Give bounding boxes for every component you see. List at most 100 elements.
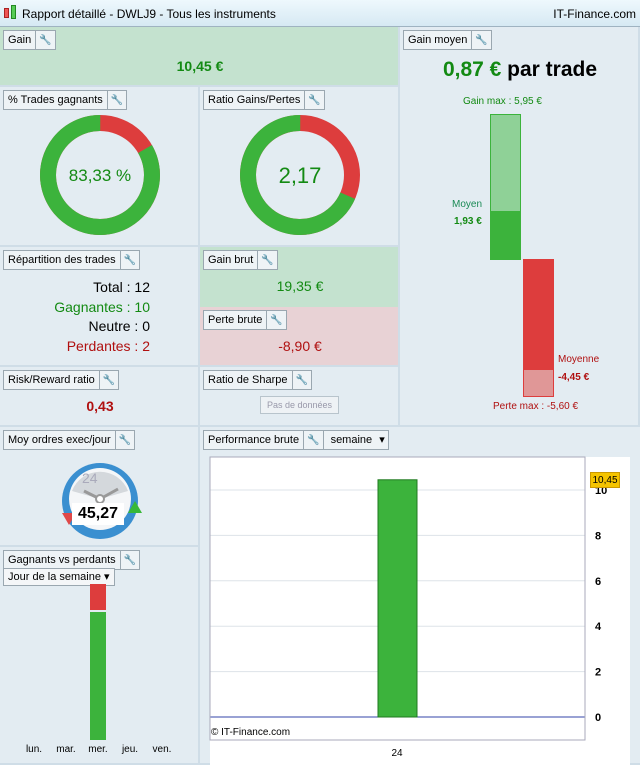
gain-moyen-label: Gain moyen [408, 34, 468, 46]
repartition-panel: Répartition des trades 🔧 Total : 12 Gagna… [0, 247, 200, 367]
donut-win [240, 115, 360, 235]
pct-trades-value: 83,33 % [68, 166, 132, 185]
period-select[interactable]: semaine ▾ [322, 431, 388, 449]
donut-win [40, 115, 160, 236]
wrench-icon[interactable]: 🔧 [98, 371, 118, 389]
winning-trades: Gagnantes : 10 [54, 298, 150, 315]
ratio-donut [240, 115, 360, 235]
period-select-value: semaine [330, 434, 373, 446]
x-tick-label: 24 [391, 748, 403, 759]
moyenne-label: Moyenne [558, 354, 600, 365]
gain-brut-header: Gain brut 🔧 [203, 250, 278, 270]
sharpe-header: Ratio de Sharpe 🔧 [203, 370, 312, 390]
moyen-value: 1,93 € [454, 216, 482, 227]
wrench-icon[interactable]: 🔧 [119, 251, 139, 269]
gain-label: Gain [8, 34, 32, 46]
perf-header: Performance brute 🔧 semaine ▾ [203, 430, 389, 450]
loss-bar [90, 584, 106, 610]
day-select-value: Jour de la semaine [8, 571, 101, 583]
wrench-icon[interactable]: 🔧 [266, 311, 285, 329]
gain-moyen-value: 0,87 € [442, 58, 502, 81]
moy-ordres-header: Moy ordres exec/jour 🔧 [3, 430, 136, 450]
last-value-tag: 10,45 [590, 472, 620, 488]
gain-moyen-header: Gain moyen 🔧 [403, 30, 492, 50]
wrench-icon[interactable]: 🔧 [471, 31, 490, 49]
gain-max-bar [490, 114, 521, 212]
gain-max-label: Gain max : 5,95 € [463, 96, 542, 107]
y-tick-label: 8 [595, 530, 601, 542]
gvp-header: Gagnants vs perdants 🔧 [3, 550, 141, 570]
wrench-icon[interactable]: 🔧 [304, 91, 323, 109]
ratio-header: Ratio Gains/Pertes 🔧 [203, 90, 325, 110]
perte-max-label: Perte max : -5,60 € [493, 401, 579, 412]
title-bar: Rapport détaillé - DWLJ9 - Tous les inst… [0, 0, 640, 27]
risk-reward-value: 0,43 [86, 398, 114, 414]
loss-avg-bar [523, 259, 554, 369]
day-select[interactable]: Jour de la semaine ▾ [3, 568, 115, 586]
losing-trades: Perdantes : 2 [66, 337, 150, 354]
pct-trades-header: % Trades gagnants 🔧 [3, 90, 128, 110]
y-tick-label: 10 [595, 485, 607, 497]
y-tick-label: 6 [595, 576, 601, 588]
gain-brut-label: Gain brut [208, 254, 254, 266]
clock-icon [62, 463, 142, 539]
sharpe-label: Ratio de Sharpe [208, 374, 288, 386]
wrench-icon[interactable]: 🔧 [303, 431, 322, 449]
repartition-header: Répartition des trades 🔧 [3, 250, 141, 270]
wrench-icon[interactable]: 🔧 [114, 431, 134, 449]
pct-trades-label: % Trades gagnants [8, 94, 103, 106]
moy-ordres-label: Moy ordres exec/jour [8, 434, 111, 446]
pct-trades-donut [40, 115, 160, 236]
perf-bar [377, 479, 418, 718]
gain-panel: Gain 🔧 10,45 € [0, 27, 400, 87]
wrench-icon[interactable]: 🔧 [35, 31, 54, 49]
gain-moyen-suffix: par trade [507, 58, 598, 81]
no-data-button[interactable]: Pas de données [260, 396, 340, 414]
win-bar [90, 612, 106, 740]
wrench-icon[interactable]: 🔧 [257, 251, 276, 269]
y-tick-label: 0 [595, 712, 601, 724]
moy-ordres-panel: Moy ordres exec/jour 🔧 24 45,27 [0, 427, 200, 547]
gain-moyen-panel: Gain moyen 🔧 0,87 € par trade Gain max : … [400, 27, 640, 427]
total-trades: Total : 12 [93, 279, 150, 295]
sharpe-panel: Ratio de Sharpe 🔧 Pas de données [200, 367, 400, 427]
copyright: © IT-Finance.com [211, 727, 291, 738]
app-icon [4, 8, 9, 18]
app-icon-candle [11, 5, 16, 19]
ratio-value: 2,17 [278, 163, 322, 188]
wrench-icon[interactable]: 🔧 [119, 551, 139, 569]
moy-ordres-value: 45,27 [72, 503, 124, 525]
perf-panel: Performance brute 🔧 semaine ▾ 0 2 4 6 8 10 24 © … [200, 427, 640, 765]
pct-trades-panel: % Trades gagnants 🔧 83,33 % [0, 87, 200, 247]
perte-brute-panel: Perte brute 🔧 -8,90 € [200, 307, 400, 367]
gain-value: 10,45 € [176, 58, 224, 74]
day-label: mar. [56, 744, 76, 755]
gain-avg-bar [490, 212, 521, 260]
ratio-panel: Ratio Gains/Pertes 🔧 2,17 [200, 87, 400, 247]
risk-reward-label: Risk/Reward ratio [8, 374, 95, 386]
risk-reward-panel: Risk/Reward ratio 🔧 0,43 [0, 367, 200, 427]
gvp-panel: Gagnants vs perdants 🔧 Jour de la semaine… [0, 547, 200, 765]
gain-brut-panel: Gain brut 🔧 19,35 € [200, 247, 400, 307]
clock-label: 24 [82, 470, 98, 486]
wrench-icon[interactable]: 🔧 [106, 91, 126, 109]
loss-max-bar [523, 369, 554, 397]
risk-reward-header: Risk/Reward ratio 🔧 [3, 370, 120, 390]
repartition-label: Répartition des trades [8, 254, 116, 266]
moyenne-value: -4,45 € [558, 372, 590, 383]
moyen-label: Moyen [452, 199, 483, 210]
ratio-label: Ratio Gains/Pertes [208, 94, 301, 106]
perf-label: Performance brute [208, 434, 300, 446]
y-tick-label: 4 [595, 621, 602, 633]
gain-header: Gain 🔧 [3, 30, 56, 50]
perte-brute-value: -8,90 € [278, 338, 322, 354]
y-tick-label: 2 [595, 667, 601, 679]
wrench-icon[interactable]: 🔧 [291, 371, 311, 389]
day-label: lun. [25, 744, 43, 755]
day-label: jeu. [121, 744, 139, 755]
gain-brut-value: 19,35 € [276, 278, 324, 294]
perte-brute-header: Perte brute 🔧 [203, 310, 287, 330]
perte-brute-label: Perte brute [208, 314, 263, 326]
gvp-label: Gagnants vs perdants [8, 554, 116, 566]
